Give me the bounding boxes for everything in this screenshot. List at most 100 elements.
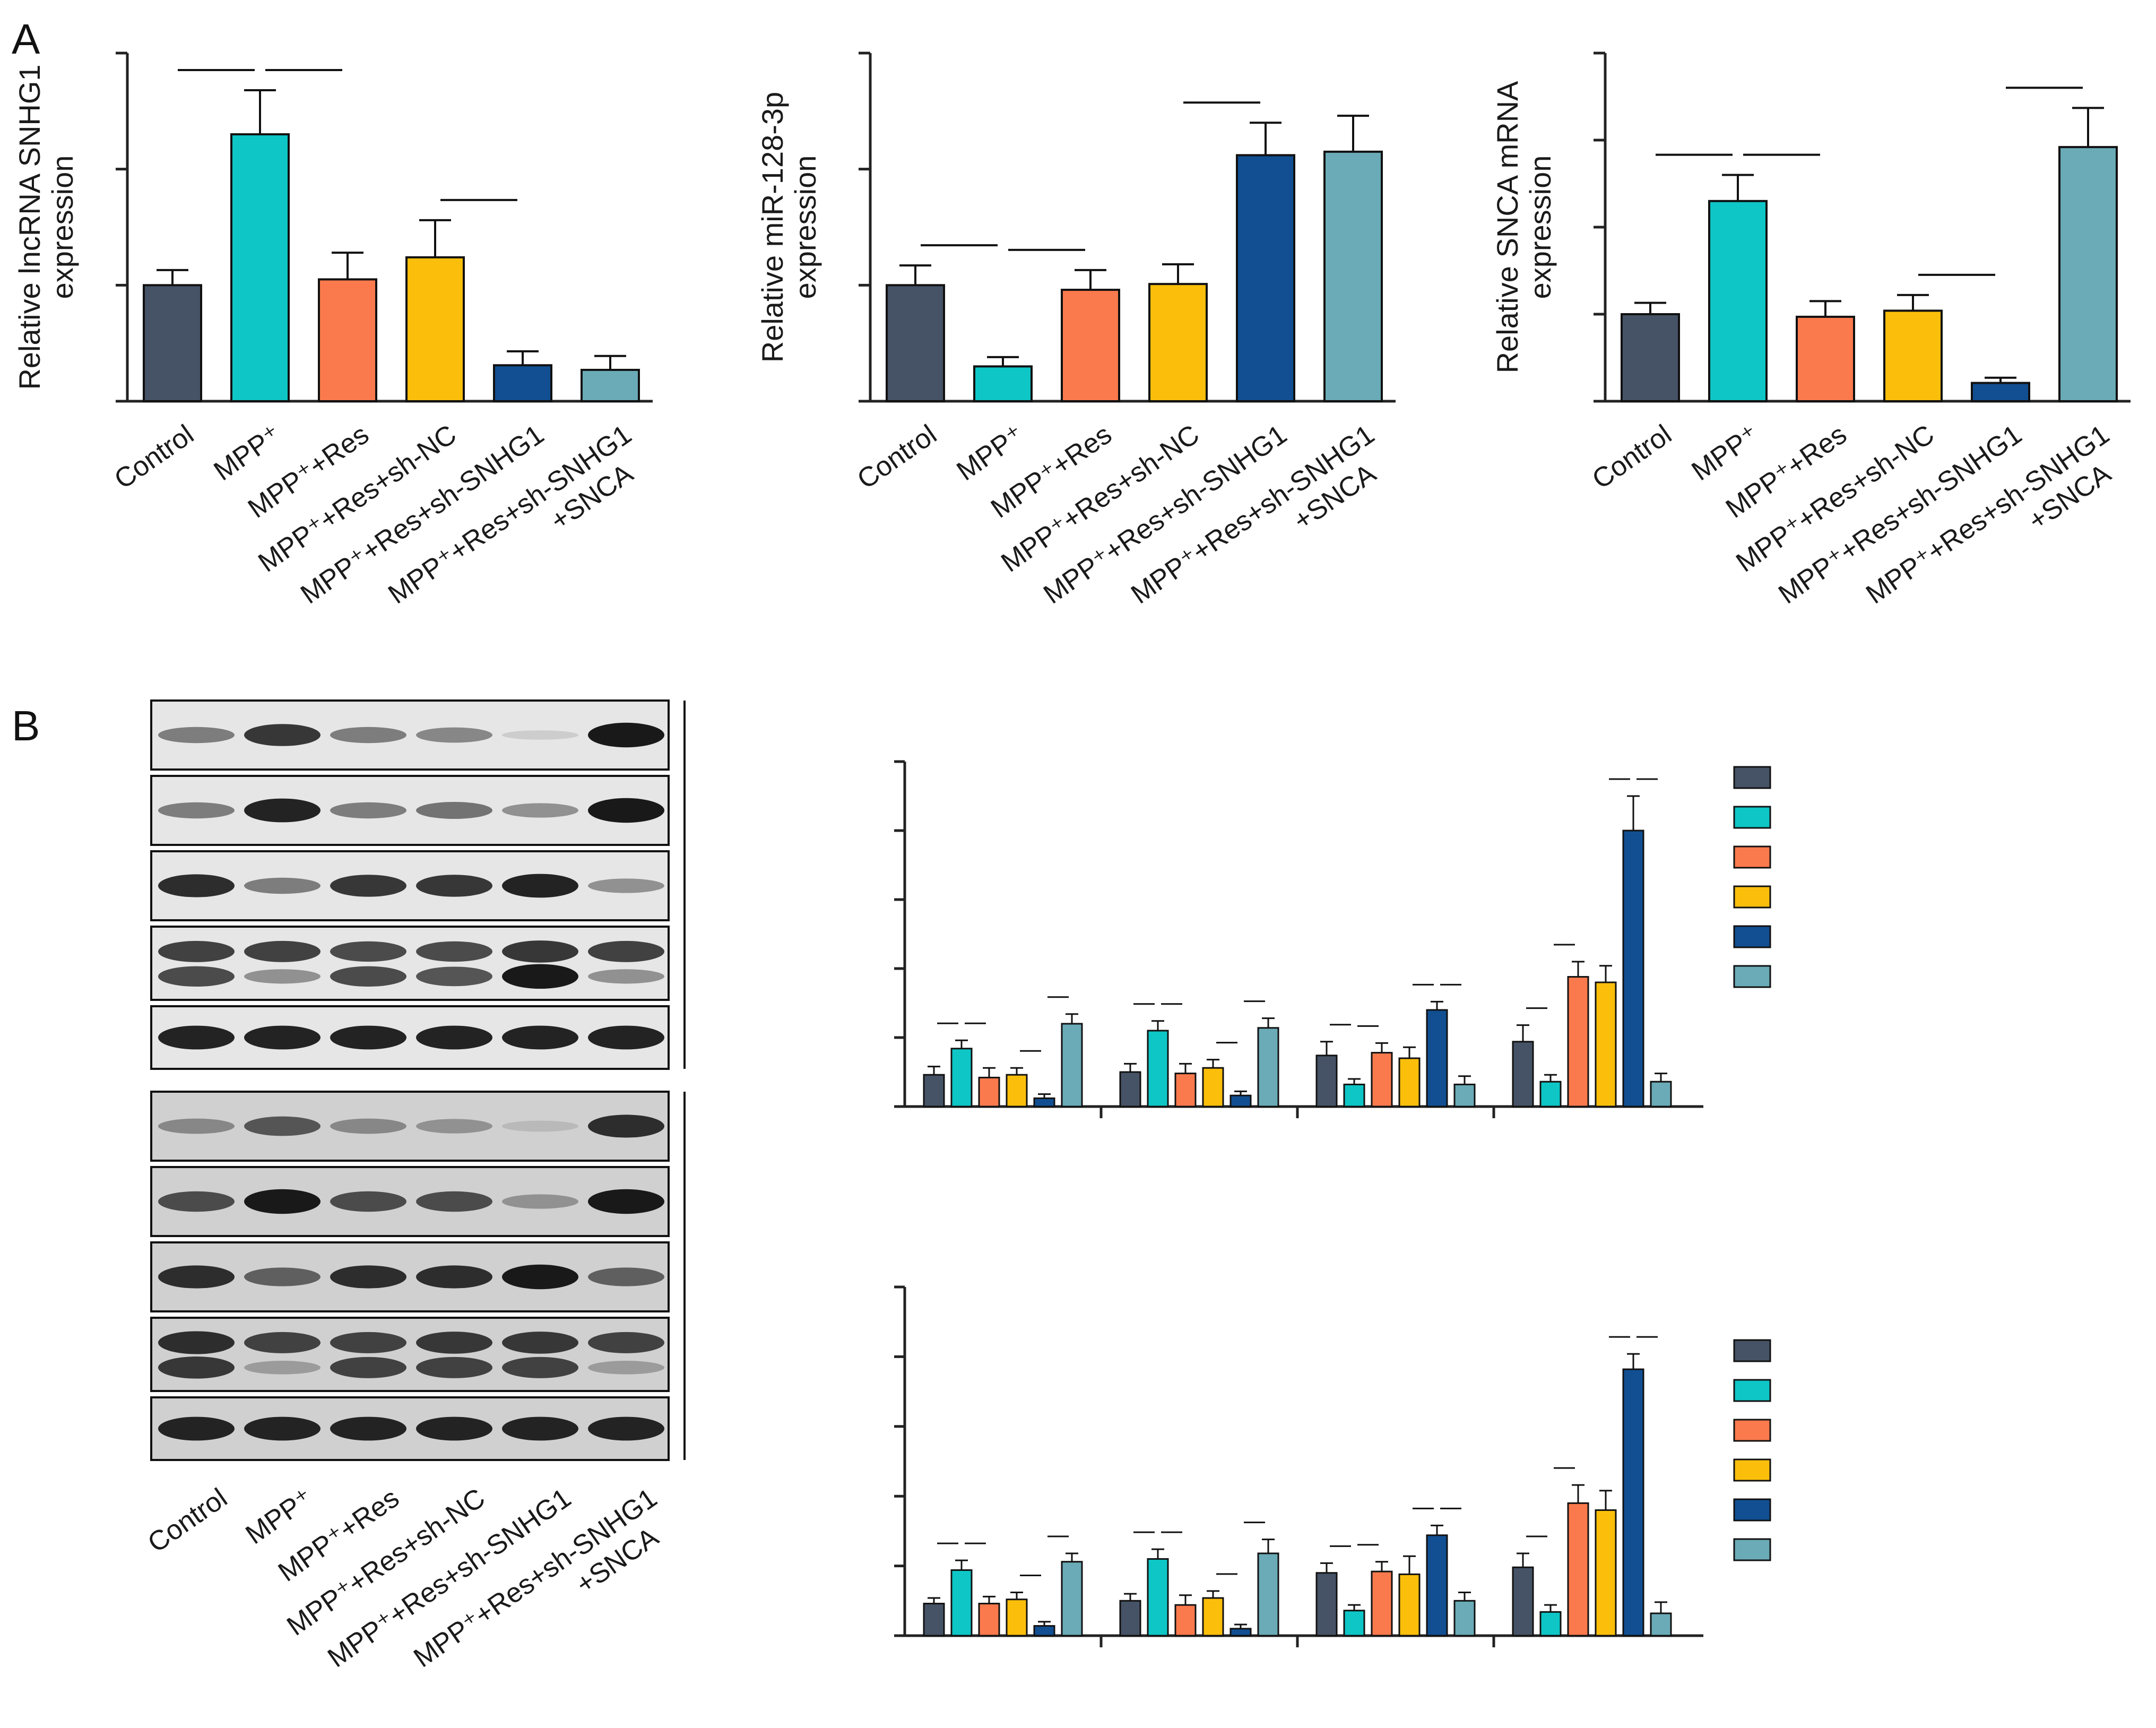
blot-band xyxy=(158,966,235,987)
blot-band xyxy=(502,1264,578,1290)
y-axis-label-line: Relative miR-128-3p xyxy=(756,92,789,362)
y-axis-label-line: expression xyxy=(46,155,79,299)
blot-band xyxy=(330,941,406,962)
blot-band xyxy=(502,874,578,898)
legend-swatch xyxy=(1733,766,1771,789)
blot-band xyxy=(502,1357,578,1378)
blot-band xyxy=(502,1416,578,1441)
bar-Control xyxy=(886,284,945,402)
blot-strip xyxy=(150,926,670,1001)
blot-band xyxy=(244,1189,321,1214)
blot-band xyxy=(588,1025,664,1050)
blot-band xyxy=(416,1416,492,1441)
bar-MPP+Res+sh-SNHG1-Beclin-1 xyxy=(1426,1009,1448,1108)
western-blot-SK-N-SH xyxy=(150,1091,686,1461)
bar-MPP+Res+sh-SNHG1+SNCA xyxy=(581,368,640,403)
bar-MPP+Res+sh-NC-LC3B-II/I xyxy=(1595,981,1617,1108)
bar-MPP+Res+sh-SNHG1-Beclin-1 xyxy=(1426,1534,1448,1637)
bar-Control-Beclin-1 xyxy=(1315,1572,1338,1637)
bar-MPP+-LC3B-II/I xyxy=(1539,1611,1562,1637)
y-axis-label: Relative miR-128-3p expression xyxy=(756,92,822,362)
bar-MPP+Res+sh-SNHG1-LC3B-II/I xyxy=(1622,830,1644,1108)
blot-band xyxy=(588,940,664,962)
blot-band xyxy=(502,1194,578,1209)
legend-swatch xyxy=(1733,1538,1771,1561)
blot-band xyxy=(158,1191,235,1212)
bar-MPP+Res+sh-SNHG1+SNCA-p62 xyxy=(1257,1027,1279,1108)
bar-MPP+Res+sh-NC xyxy=(1148,283,1208,402)
panel-label-a: A xyxy=(12,15,40,63)
blot-band xyxy=(588,722,664,748)
blot-band xyxy=(330,1118,406,1134)
bar-MPP+Res+sh-SNHG1-LC3B-II/I xyxy=(1622,1368,1644,1637)
blot-band xyxy=(588,1267,664,1286)
blot-band xyxy=(330,727,406,744)
blot-band xyxy=(502,803,578,818)
bar-Control-LC3B-II/I xyxy=(1512,1566,1534,1637)
bar-MPP+-p62 xyxy=(1147,1030,1169,1108)
blot-band xyxy=(502,1120,578,1132)
blot-band xyxy=(502,940,578,963)
x-tick-label: Control xyxy=(1587,419,1677,495)
bar-MPP+ xyxy=(1708,200,1768,402)
bar-MPP+Res xyxy=(1061,289,1120,403)
blot-band xyxy=(244,877,321,894)
bar-MPP+Res+sh-SNHG1-SNCA xyxy=(1033,1625,1055,1637)
blot-band xyxy=(158,874,235,897)
chart-B2 xyxy=(894,1285,1771,1647)
blot-band xyxy=(244,1116,321,1136)
legend-swatch xyxy=(1733,1458,1771,1482)
bar-Control-SNCA xyxy=(923,1074,945,1108)
bar-MPP+Res+sh-SNHG1 xyxy=(1971,382,2030,402)
blot-band xyxy=(244,969,321,984)
bar-MPP+Res+sh-NC-Beclin-1 xyxy=(1398,1573,1421,1637)
y-axis-label-line: expression xyxy=(789,155,822,299)
blot-band xyxy=(158,1416,235,1441)
blot-band xyxy=(158,1118,235,1134)
bar-Control-p62 xyxy=(1119,1071,1141,1108)
bar-MPP+Res-LC3B-II/I xyxy=(1567,1502,1589,1637)
bar-MPP+-Beclin-1 xyxy=(1343,1610,1365,1637)
bar-MPP+ xyxy=(230,133,290,402)
bar-MPP+Res+sh-NC-p62 xyxy=(1202,1067,1224,1108)
blot-band xyxy=(330,1191,406,1212)
blot-strip xyxy=(150,775,670,846)
bar-MPP+Res+sh-SNHG1 xyxy=(1236,154,1295,402)
blot-band xyxy=(588,1332,664,1353)
blot-band xyxy=(588,1114,664,1138)
blot-band xyxy=(158,727,235,744)
blot-band xyxy=(330,1416,406,1441)
blot-band xyxy=(502,1025,578,1050)
blot-band xyxy=(416,1119,492,1134)
blot-band xyxy=(244,1267,321,1286)
bar-Control-Beclin-1 xyxy=(1315,1055,1338,1108)
blot-strip xyxy=(150,1005,670,1070)
bar-MPP+Res+sh-SNHG1+SNCA-Beclin-1 xyxy=(1453,1083,1476,1108)
bar-MPP+Res+sh-NC-SNCA xyxy=(1006,1599,1028,1637)
bar-MPP+Res+sh-SNHG1-p62 xyxy=(1229,1094,1252,1108)
blot-lane-label: Control xyxy=(142,1482,233,1559)
blot-lane-labels: Control MPP⁺MPP⁺+ResMPP⁺+Res+sh-NCMPP⁺+Re… xyxy=(142,1482,664,1673)
blot-strip xyxy=(150,1166,670,1237)
legend-swatch xyxy=(1733,885,1771,909)
bar-Control-LC3B-II/I xyxy=(1512,1041,1534,1108)
bar-MPP+Res+sh-SNHG1+SNCA-p62 xyxy=(1257,1552,1279,1637)
bar-MPP+Res xyxy=(1796,315,1855,402)
bar-MPP+Res-SNCA xyxy=(978,1076,1000,1108)
bar-MPP+Res+sh-SNHG1+SNCA-SNCA xyxy=(1061,1561,1083,1637)
blot-band xyxy=(244,1025,321,1050)
blot-strip xyxy=(150,1317,670,1392)
blot-band xyxy=(416,941,492,962)
bar-MPP+Res+sh-NC-p62 xyxy=(1202,1597,1224,1637)
legend-swatch xyxy=(1733,845,1771,869)
bar-MPP+Res+sh-NC-Beclin-1 xyxy=(1398,1057,1421,1108)
bar-MPP+-LC3B-II/I xyxy=(1539,1081,1562,1108)
y-axis-label-line: Relative SNCA mRNA xyxy=(1491,81,1524,373)
bar-MPP+Res-LC3B-II/I xyxy=(1567,976,1589,1108)
bar-MPP+Res+sh-SNHG1+SNCA xyxy=(2058,146,2118,402)
blot-band xyxy=(330,1265,406,1289)
bar-MPP+Res+sh-NC-LC3B-II/I xyxy=(1595,1509,1617,1637)
blot-band xyxy=(416,1025,492,1050)
blot-band xyxy=(502,1332,578,1354)
